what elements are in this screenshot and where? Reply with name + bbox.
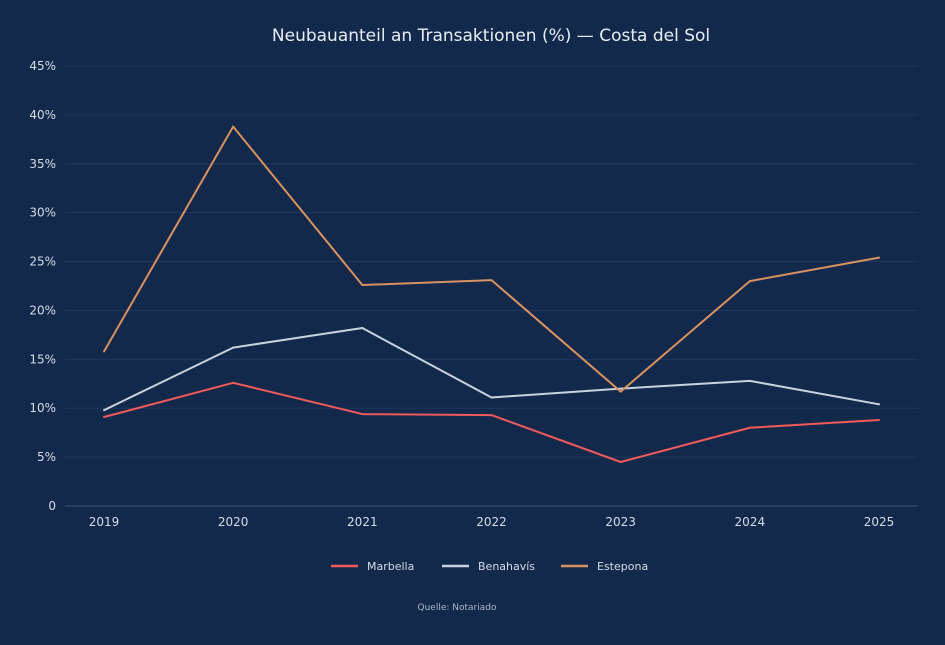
legend-label: Marbella bbox=[367, 560, 414, 573]
legend-label: Estepona bbox=[597, 560, 648, 573]
y-tick-label: 25% bbox=[29, 255, 56, 269]
data-point bbox=[748, 280, 751, 283]
x-tick-label: 2021 bbox=[347, 515, 378, 529]
data-point bbox=[103, 409, 105, 412]
data-point bbox=[748, 379, 751, 382]
y-tick-label: 30% bbox=[29, 206, 56, 220]
source-note: Quelle: Notariado bbox=[418, 603, 497, 613]
data-point bbox=[490, 396, 493, 399]
data-point bbox=[490, 414, 493, 417]
data-point bbox=[619, 387, 622, 390]
y-tick-label: 20% bbox=[29, 303, 56, 317]
data-point bbox=[232, 381, 235, 384]
data-point bbox=[748, 426, 751, 429]
data-point bbox=[232, 125, 235, 128]
data-point bbox=[232, 346, 235, 349]
data-point bbox=[878, 403, 880, 406]
y-tick-label: 40% bbox=[29, 108, 56, 122]
legend-label: Benahavís bbox=[478, 560, 535, 573]
data-point bbox=[619, 390, 622, 393]
y-tick-label: 45% bbox=[29, 59, 56, 73]
x-tick-label: 2024 bbox=[735, 515, 766, 529]
x-tick-label: 2019 bbox=[89, 515, 120, 529]
series-line-estepona bbox=[103, 125, 880, 393]
x-tick-label: 2023 bbox=[605, 515, 636, 529]
data-point bbox=[361, 413, 364, 416]
x-tick-label: 2025 bbox=[864, 515, 895, 529]
x-tick-label: 2022 bbox=[476, 515, 507, 529]
series-line-marbella bbox=[103, 381, 880, 463]
data-point bbox=[619, 461, 622, 463]
data-point bbox=[490, 279, 493, 282]
chart-title: Neubauanteil an Transaktionen (%) — Cost… bbox=[272, 26, 710, 46]
y-tick-label: 10% bbox=[29, 401, 56, 415]
data-point bbox=[361, 327, 364, 330]
data-point bbox=[361, 284, 364, 287]
y-tick-label: 15% bbox=[29, 352, 56, 366]
data-point bbox=[103, 350, 105, 353]
data-point bbox=[878, 256, 880, 259]
data-point bbox=[103, 416, 105, 419]
y-tick-label: 0 bbox=[48, 499, 56, 513]
x-tick-label: 2020 bbox=[218, 515, 249, 529]
y-tick-label: 35% bbox=[29, 157, 56, 171]
y-tick-label: 5% bbox=[37, 450, 56, 464]
data-point bbox=[878, 418, 880, 421]
